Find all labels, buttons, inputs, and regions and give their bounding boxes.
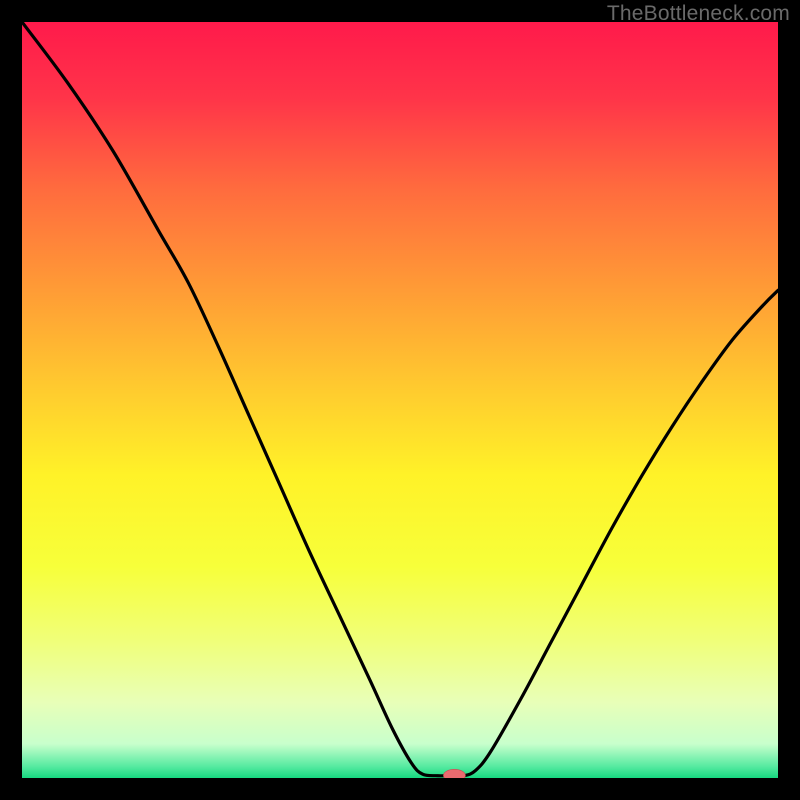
bottleneck-chart [0,0,800,800]
plot-background [22,22,778,778]
watermark-text: TheBottleneck.com [607,2,790,26]
chart-container: TheBottleneck.com [0,0,800,800]
